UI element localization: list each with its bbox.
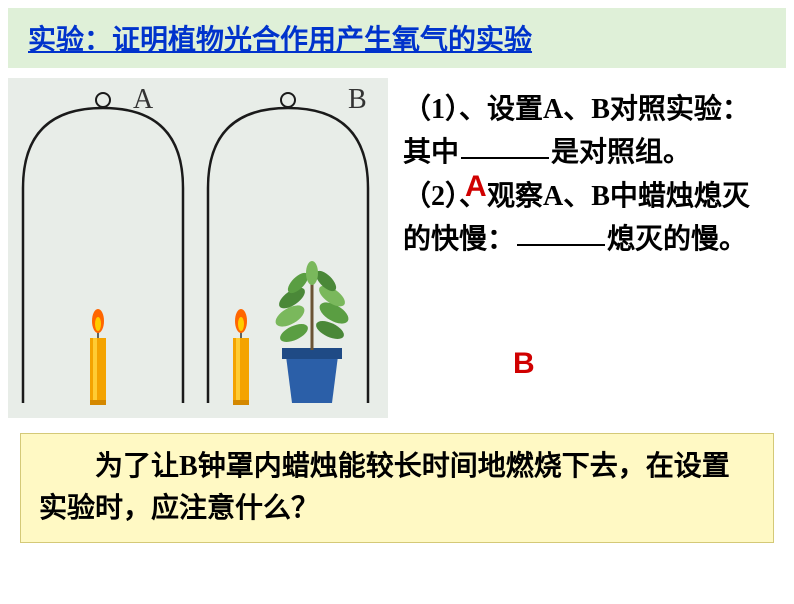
title-prefix: 实验：	[28, 25, 112, 56]
blank1	[461, 157, 549, 159]
note-text: 为了让B钟罩内蜡烛能较长时间地燃烧下去，在设置实验时，应注意什么？	[39, 451, 730, 524]
diagram-svg	[8, 78, 388, 418]
title-bar: 实验：证明植物光合作用产生氧气的实验	[8, 8, 786, 68]
note-indent	[39, 451, 95, 482]
blank2	[517, 244, 605, 246]
plant-pot	[282, 348, 342, 403]
label-a: A	[133, 84, 153, 116]
q2-suffix: 熄灭的慢。	[607, 224, 747, 255]
candle-a	[90, 309, 106, 405]
answer-b: B	[513, 341, 535, 388]
answer-a: A	[465, 164, 487, 211]
plant	[272, 261, 352, 350]
bottom-note: 为了让B钟罩内蜡烛能较长时间地燃烧下去，在设置实验时，应注意什么？	[20, 433, 774, 543]
label-b: B	[348, 84, 367, 116]
title-text: 证明植物光合作用产生氧气的实验	[112, 25, 532, 56]
diagram: A B	[8, 78, 388, 418]
q1-suffix: 是对照组。	[551, 137, 691, 168]
candle-b	[233, 309, 249, 405]
text-panel: （1）、设置A、B对照实验：其中是对照组。 （2）、观察A、B中蜡烛熄灭的快慢：…	[388, 78, 786, 418]
content: A B	[0, 68, 794, 418]
